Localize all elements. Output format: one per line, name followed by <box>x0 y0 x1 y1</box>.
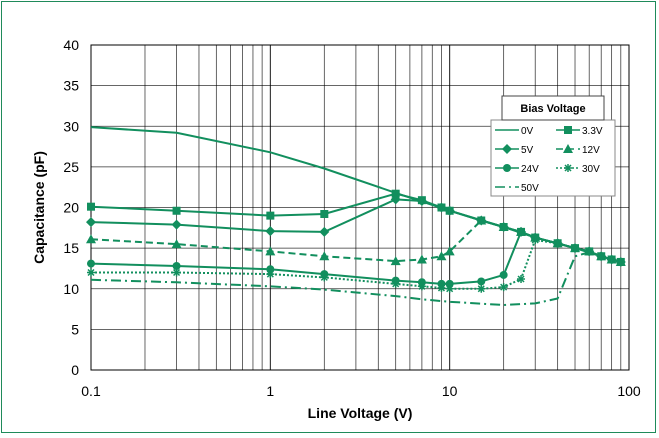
x-tick-label: 10 <box>442 383 458 399</box>
legend-items: 0V 3.3V 5V 12V 24V 30V 50V <box>495 126 603 194</box>
data-point <box>531 236 540 244</box>
legend-item: 0V <box>495 126 534 137</box>
y-tick-label: 5 <box>71 321 79 337</box>
data-point <box>517 227 526 236</box>
legend-label: 50V <box>521 183 539 194</box>
legend-label: 12V <box>582 145 600 156</box>
data-point <box>476 215 487 225</box>
x-axis-title: Line Voltage (V) <box>308 405 413 421</box>
legend-marker <box>564 164 572 172</box>
y-tick-label: 35 <box>63 78 79 94</box>
data-point <box>416 196 427 206</box>
data-point <box>499 283 508 292</box>
x-tick-label: 0.1 <box>81 383 101 399</box>
data-point <box>390 194 401 205</box>
legend-label: 3.3V <box>582 126 603 137</box>
series-30v <box>87 236 625 293</box>
legend-label: 0V <box>521 126 534 137</box>
data-point <box>171 219 182 230</box>
data-point <box>172 206 181 215</box>
legend-marker <box>502 144 512 154</box>
legend-item: 30V <box>556 164 600 175</box>
x-tick-label: 1 <box>266 383 274 399</box>
data-point <box>86 234 96 244</box>
series-line <box>91 238 622 290</box>
data-point <box>416 254 427 264</box>
tick-labels: 0 5 10 15 20 25 30 35 40 0.1 1 10 100 <box>63 37 640 399</box>
legend-box <box>490 119 616 197</box>
data-point <box>87 259 95 268</box>
data-point <box>391 279 400 288</box>
data-point <box>86 217 96 228</box>
legend: Bias Voltage 0V 3.3V 5V 12V 24V 30V 50V <box>490 95 616 197</box>
data-point <box>517 275 526 283</box>
data-point <box>436 251 447 261</box>
data-point <box>571 244 580 253</box>
data-point <box>498 222 509 231</box>
legend-item: 5V <box>495 144 534 156</box>
data-point <box>444 246 455 256</box>
data-point <box>417 282 426 291</box>
legend-label: 24V <box>521 164 539 175</box>
data-point <box>319 226 330 237</box>
y-tick-label: 15 <box>63 240 79 256</box>
data-point <box>320 210 329 218</box>
data-point <box>265 226 276 237</box>
data-point <box>320 273 329 282</box>
data-point <box>499 270 508 279</box>
legend-marker <box>503 164 511 172</box>
y-tick-label: 40 <box>63 37 79 53</box>
legend-item: 24V <box>495 164 539 175</box>
data-point <box>616 257 625 266</box>
y-axis-title: Capacitance (pF) <box>31 151 47 264</box>
grid-lines <box>90 44 629 371</box>
legend-title: Bias Voltage <box>520 103 585 115</box>
legend-item: 3.3V <box>556 126 603 137</box>
data-point <box>265 246 276 256</box>
legend-label: 5V <box>521 145 534 156</box>
data-point <box>171 239 182 249</box>
y-tick-label: 20 <box>63 200 79 216</box>
data-point <box>444 205 455 216</box>
legend-item: 50V <box>495 183 539 194</box>
data-point <box>437 283 446 292</box>
data-point <box>172 268 181 277</box>
data-point <box>390 256 401 266</box>
data-point <box>477 284 486 293</box>
data-point <box>266 270 275 279</box>
y-tick-label: 0 <box>71 362 79 378</box>
data-point <box>477 277 486 286</box>
data-point <box>391 189 400 198</box>
data-point <box>319 251 330 261</box>
data-point <box>87 202 95 211</box>
data-point <box>87 268 95 277</box>
data-point <box>266 211 275 220</box>
x-tick-label: 100 <box>617 383 641 399</box>
legend-title-box <box>501 95 605 121</box>
legend-item: 12V <box>556 144 600 156</box>
data-point <box>553 239 562 248</box>
data-point <box>436 202 447 213</box>
data-point <box>445 284 454 293</box>
legend-label: 30V <box>582 164 600 175</box>
data-point <box>172 262 181 270</box>
legend-marker <box>564 126 572 134</box>
legend-marker <box>563 144 573 153</box>
y-tick-label: 30 <box>63 118 79 134</box>
y-tick-label: 25 <box>63 159 79 175</box>
data-series <box>86 126 626 307</box>
y-tick-label: 10 <box>63 281 79 297</box>
